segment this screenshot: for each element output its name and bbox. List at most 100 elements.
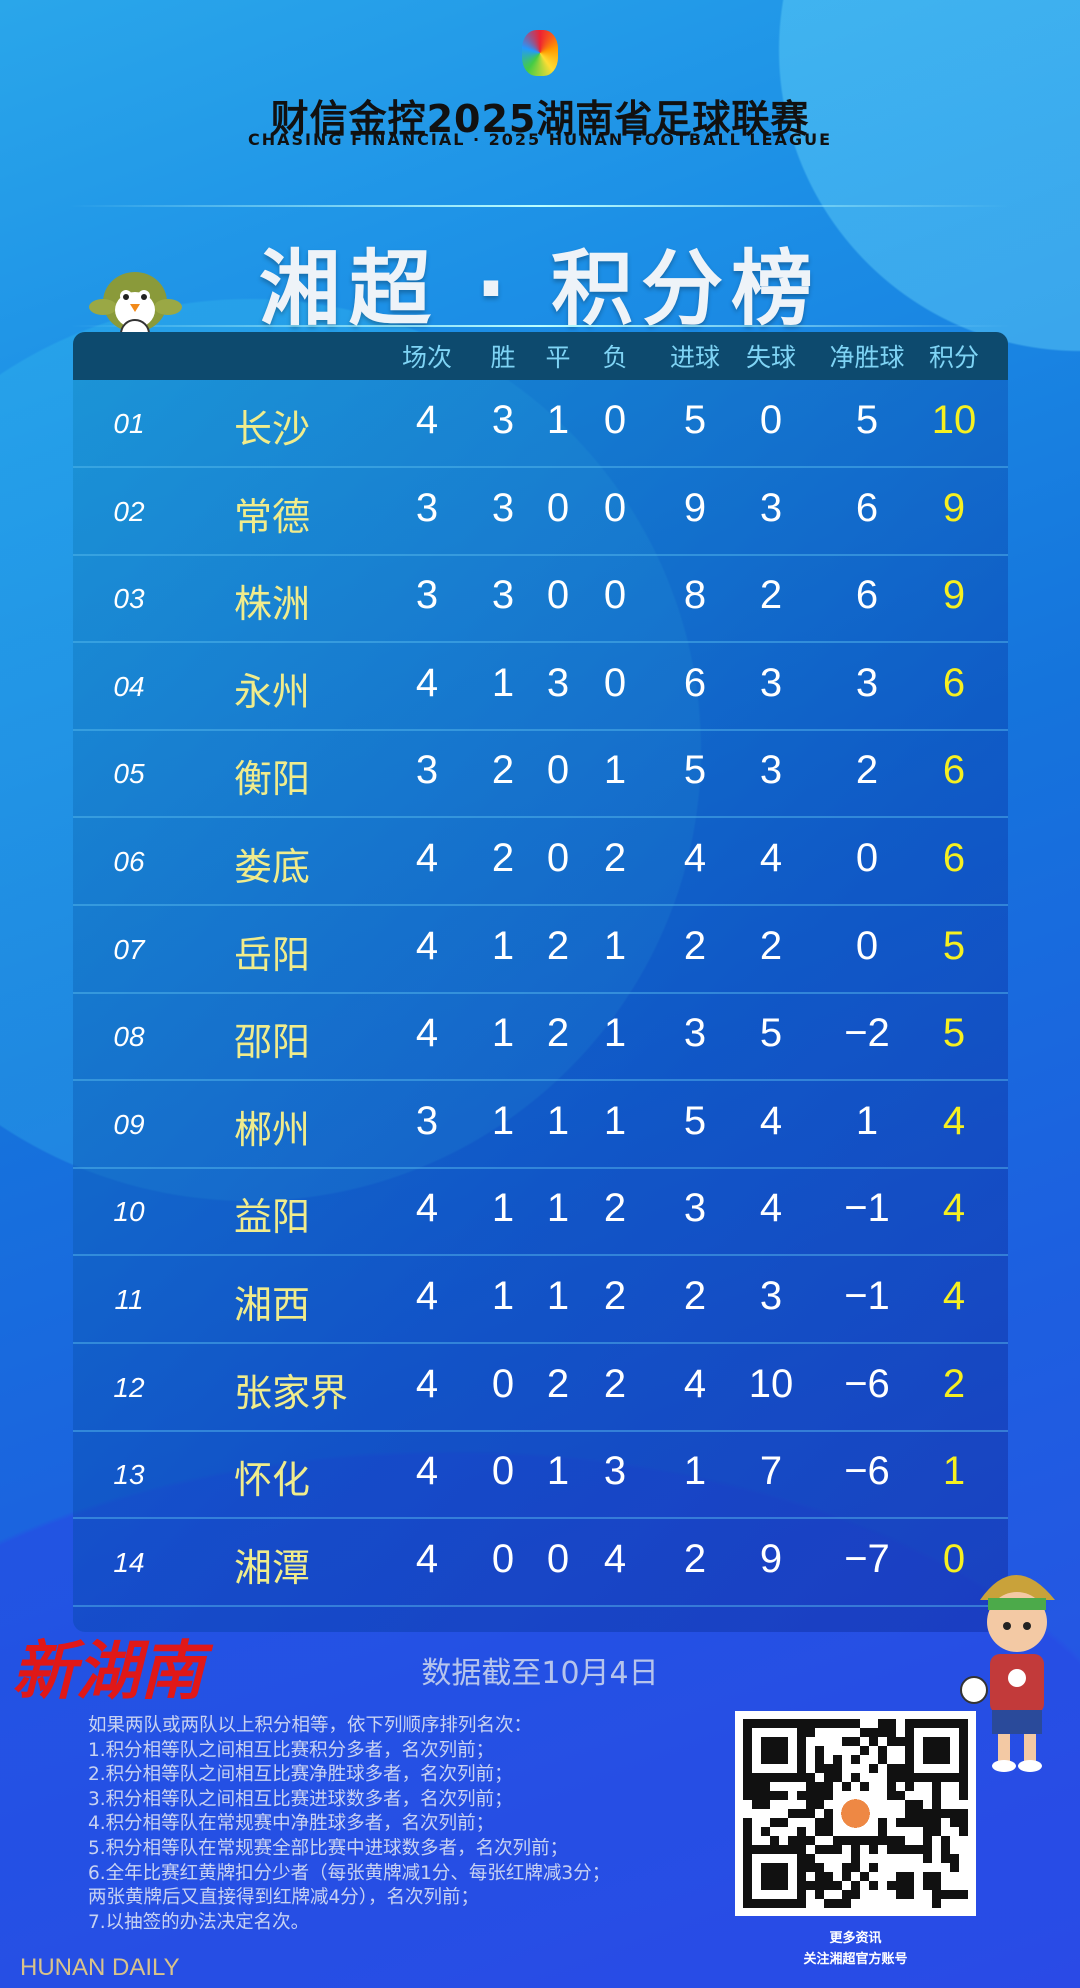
points: 6 [942, 836, 966, 880]
points: 6 [942, 748, 966, 793]
stat-value: 5 [855, 398, 879, 442]
points: 10 [931, 398, 977, 442]
stat-value: 3 [491, 398, 515, 442]
stat-value: 6 [855, 485, 879, 530]
stat-value: 2 [603, 1274, 627, 1318]
stat-value: 0 [603, 573, 627, 618]
stat-value: 5 [683, 1098, 707, 1143]
stat-value: 2 [683, 1536, 707, 1581]
stat-value: 3 [415, 485, 439, 530]
stat-value: 3 [603, 1449, 627, 1494]
stat-value: 1 [855, 1098, 879, 1143]
stat-value: 2 [683, 1274, 707, 1318]
stat-value: 1 [546, 1449, 570, 1494]
stat-value: 1 [546, 1274, 570, 1318]
stat-value: 0 [603, 485, 627, 530]
stat-value: 0 [546, 748, 570, 793]
rank: 04 [113, 670, 145, 702]
points: 1 [942, 1449, 966, 1494]
stat-value: 4 [415, 398, 439, 442]
rule-line: 两张黄牌后又直接得到红牌减4分），名次列前； [88, 1887, 480, 1909]
team-name: 怀化 [234, 1458, 311, 1503]
stat-value: −6 [844, 1361, 890, 1406]
points: 6 [942, 660, 966, 705]
stat-value: 1 [683, 1449, 707, 1494]
table-row: 06 娄底 4 2 0 2 4 4 0 6 [73, 818, 1008, 906]
stat-value: 4 [415, 1361, 439, 1406]
stat-value: 5 [683, 748, 707, 793]
team-name: 湘潭 [234, 1545, 311, 1590]
column-header: 进球 [669, 343, 721, 372]
team-name: 邵阳 [234, 1020, 311, 1065]
team-name: 株洲 [234, 582, 311, 627]
stat-value: 5 [759, 1011, 783, 1056]
stat-value: 1 [491, 1098, 515, 1143]
stat-value: 0 [855, 923, 879, 968]
stat-value: 4 [603, 1536, 627, 1581]
stat-value: 4 [759, 1098, 783, 1143]
points: 9 [942, 573, 966, 618]
stat-value: −7 [844, 1536, 890, 1581]
stat-value: 4 [415, 1536, 439, 1581]
stat-value: 2 [491, 836, 515, 880]
stat-value: 10 [748, 1361, 794, 1406]
stat-value: 1 [491, 1011, 515, 1056]
rule-line: 4.积分相等队在常规赛中净胜球多者，名次列前； [88, 1813, 495, 1835]
tiebreak-rules: 如果两队或两队以上积分相等，依下列顺序排列名次： 1.积分相等队之间相互比赛积分多… [88, 1714, 610, 1935]
team-name: 张家界 [234, 1370, 349, 1415]
stat-value: 2 [603, 1186, 627, 1231]
stat-value: 4 [415, 660, 439, 705]
points: 9 [942, 485, 966, 530]
stat-value: 2 [603, 1361, 627, 1406]
stat-value: 0 [603, 398, 627, 442]
rank: 11 [114, 1284, 144, 1315]
column-header: 净胜球 [829, 343, 905, 372]
qr-caption: 关注湘超官方账号 [803, 1952, 908, 1967]
rank: 02 [113, 495, 145, 527]
stat-value: 2 [546, 1011, 570, 1056]
stat-value: 7 [759, 1449, 783, 1494]
points: 0 [942, 1536, 966, 1581]
rank: 07 [113, 933, 145, 965]
stat-value: 2 [759, 573, 783, 618]
stat-value: 4 [683, 836, 707, 880]
league-title: 财信金控2025湖南省足球联赛 [270, 97, 810, 141]
stat-value: 0 [855, 836, 879, 880]
league-subtitle: CHASING FINANCIAL · 2025 HUNAN FOOTBALL … [248, 130, 832, 149]
column-header: 负 [602, 343, 628, 372]
stat-value: 4 [415, 1186, 439, 1231]
rule-line: 6.全年比赛红黄牌扣分少者（每张黄牌减1分、每张红牌减3分； [88, 1862, 611, 1884]
stat-value: 3 [415, 573, 439, 618]
stat-value: 2 [546, 1361, 570, 1406]
stat-value: 5 [683, 398, 707, 442]
stat-value: 3 [683, 1186, 707, 1231]
team-name: 娄底 [234, 845, 311, 889]
rank: 09 [113, 1108, 145, 1140]
player-mascot-icon [960, 1575, 1055, 1772]
qr-caption: 更多资讯 [829, 1931, 882, 1946]
column-header: 平 [545, 343, 571, 372]
stat-value: 4 [759, 836, 783, 880]
qr-code[interactable] [735, 1711, 976, 1916]
points: 2 [942, 1361, 966, 1406]
stat-value: 3 [759, 485, 783, 530]
table-row: 05 衡阳 3 2 0 1 5 3 2 6 [73, 730, 1008, 819]
table-row: 04 永州 4 1 3 0 6 3 3 6 [73, 643, 1008, 731]
stat-value: 0 [759, 398, 783, 442]
stat-value: −2 [844, 1011, 890, 1056]
table-row: 13 怀化 4 0 1 3 1 7 −6 1 [73, 1431, 1008, 1520]
stat-value: 1 [491, 923, 515, 968]
stat-value: 4 [415, 923, 439, 968]
stat-value: 0 [546, 485, 570, 530]
table-row: 09 郴州 3 1 1 1 5 4 1 4 [73, 1081, 1008, 1169]
team-name: 衡阳 [234, 757, 311, 802]
rule-line: 3.积分相等队之间相互比赛进球数多者，名次列前； [88, 1788, 513, 1810]
stat-value: 1 [603, 1011, 627, 1056]
stat-value: 0 [546, 1536, 570, 1581]
stat-value: 1 [603, 923, 627, 968]
team-name: 永州 [234, 669, 311, 714]
stat-value: 2 [855, 748, 879, 793]
rank: 14 [113, 1546, 145, 1578]
rank: 01 [113, 408, 145, 439]
table-row: 10 益阳 4 1 1 2 3 4 −1 4 [73, 1168, 1008, 1257]
